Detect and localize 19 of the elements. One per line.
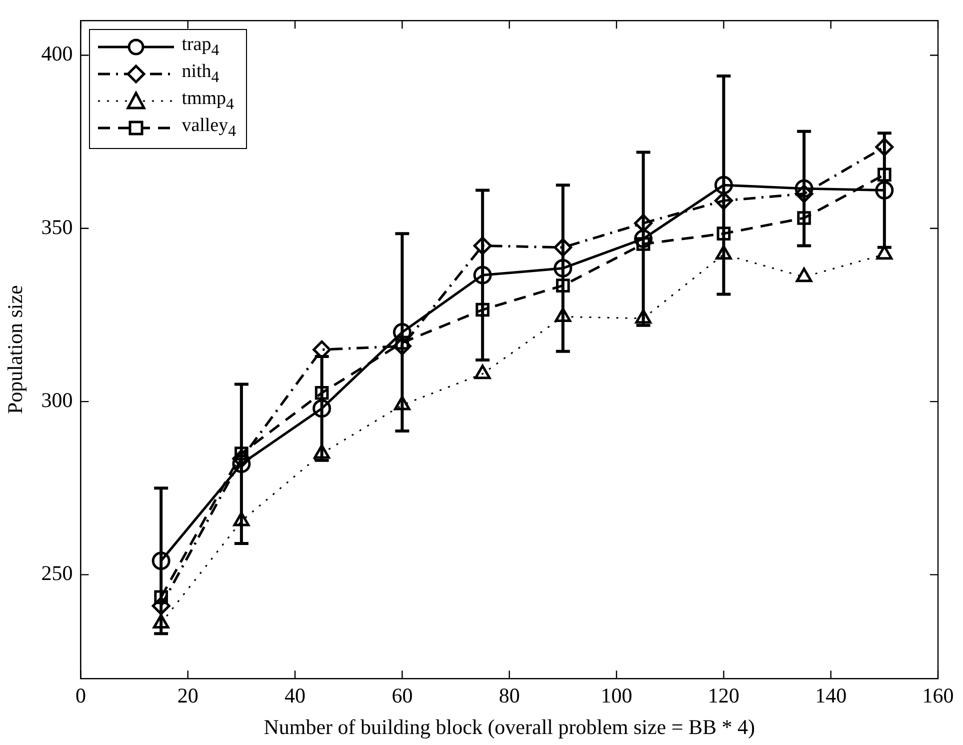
x-tick-label: 100 — [600, 684, 632, 708]
x-tick-label: 40 — [284, 684, 306, 708]
y-tick-label: 300 — [41, 388, 73, 412]
y-tick-label: 350 — [41, 214, 73, 239]
legend-label: valley$_{4}$ — [182, 115, 236, 141]
x-axis-title: Number of building block (overall problem size = BB * 4) — [264, 714, 755, 739]
x-tick-label: 140 — [815, 684, 847, 708]
y-tick-label: 250 — [41, 561, 73, 586]
y-axis-title: Population size — [3, 285, 28, 414]
x-tick-label: 0 — [75, 684, 86, 708]
y-tick-label: 400 — [41, 42, 73, 66]
legend-label: nith$_{4}$ — [182, 61, 220, 87]
x-tick-label: 80 — [498, 684, 520, 708]
legend-label: tmmp$_{4}$ — [182, 88, 234, 114]
x-tick-label: 60 — [392, 684, 413, 708]
x-tick-label: 20 — [177, 684, 198, 708]
x-tick-label: 120 — [708, 684, 740, 708]
legend-label: trap$_{4}$ — [182, 34, 220, 60]
x-tick-label: 160 — [922, 684, 954, 708]
